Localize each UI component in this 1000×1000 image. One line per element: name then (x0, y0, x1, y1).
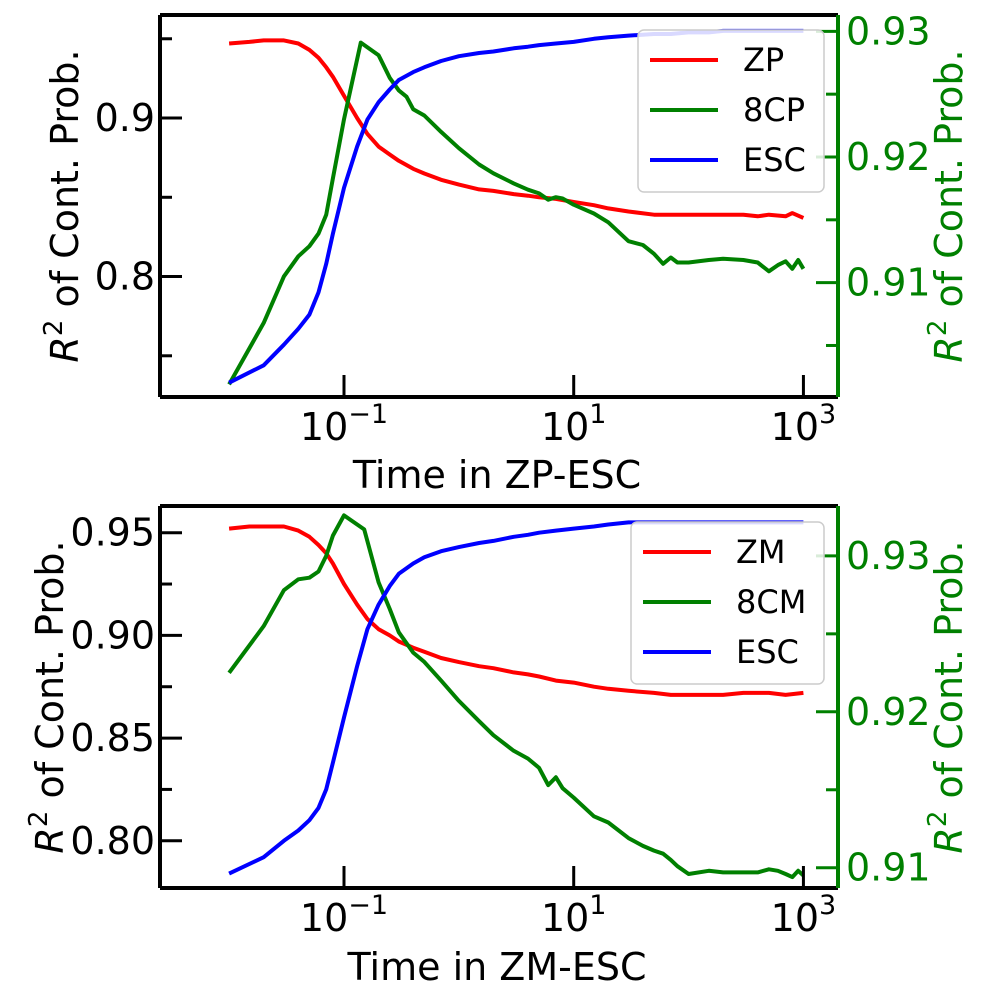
x-axis-label: Time in ZP-ESC (352, 453, 641, 497)
left-y-tick-label: 0.90 (70, 613, 155, 657)
left-y-tick-label: 0.85 (70, 716, 155, 760)
x-tick-label: 103 (771, 399, 837, 449)
legend-label: ESC (736, 633, 799, 671)
legend-label: ESC (743, 141, 806, 179)
series-line-zp (228, 38, 805, 220)
legend-frame (630, 521, 825, 685)
legend-label: 8CM (736, 583, 806, 621)
left-y-tick-label: 0.9 (95, 96, 155, 140)
right-y-axis-label: R2 of Cont. Prob. (923, 49, 971, 362)
x-axis-label: Time in ZM-ESC (347, 945, 647, 989)
series-line-8cm (227, 513, 805, 880)
x-tick-label: 103 (771, 890, 837, 940)
legend-label: 8CP (743, 91, 805, 129)
right-y-tick-label: 0.91 (846, 846, 931, 890)
legend: ZM 8CM ESC (630, 521, 825, 685)
left-y-axis-label: R2 of Cont. Prob. (39, 49, 87, 362)
right-y-tick-label: 0.92 (846, 690, 931, 734)
x-tick-label: 101 (541, 399, 607, 449)
right-y-tick-label: 0.92 (846, 135, 931, 179)
chart-panel-bottom: 10−1 101 103 0.80 0.85 0.90 0.95 0.91 0.92 0.93 Ti… (24, 504, 971, 989)
x-tick-label: 101 (541, 890, 607, 940)
legend-frame (637, 29, 825, 193)
left-y-tick-label: 0.95 (70, 511, 155, 555)
legend-label: ZM (736, 533, 786, 571)
series-line-8cp (227, 40, 806, 386)
left-y-axis-label: R2 of Cont. Prob. (24, 540, 72, 853)
right-y-tick-label: 0.93 (846, 534, 931, 578)
right-y-axis-label: R2 of Cont. Prob. (923, 540, 971, 853)
legend-label: ZP (743, 41, 784, 79)
left-y-tick-label: 0.80 (70, 819, 155, 863)
right-y-tick-label: 0.93 (846, 9, 931, 53)
right-y-tick-label: 0.91 (846, 261, 931, 305)
left-y-tick-label: 0.8 (95, 255, 155, 299)
legend: ZP 8CP ESC (637, 29, 825, 193)
series-line-zm (228, 524, 804, 697)
chart-panel-top: 10−1 101 103 0.8 0.9 0.91 0.92 0.93 Time in ZP-E… (39, 9, 971, 497)
x-tick-label: 10−1 (300, 890, 388, 940)
x-tick-label: 10−1 (300, 399, 388, 449)
